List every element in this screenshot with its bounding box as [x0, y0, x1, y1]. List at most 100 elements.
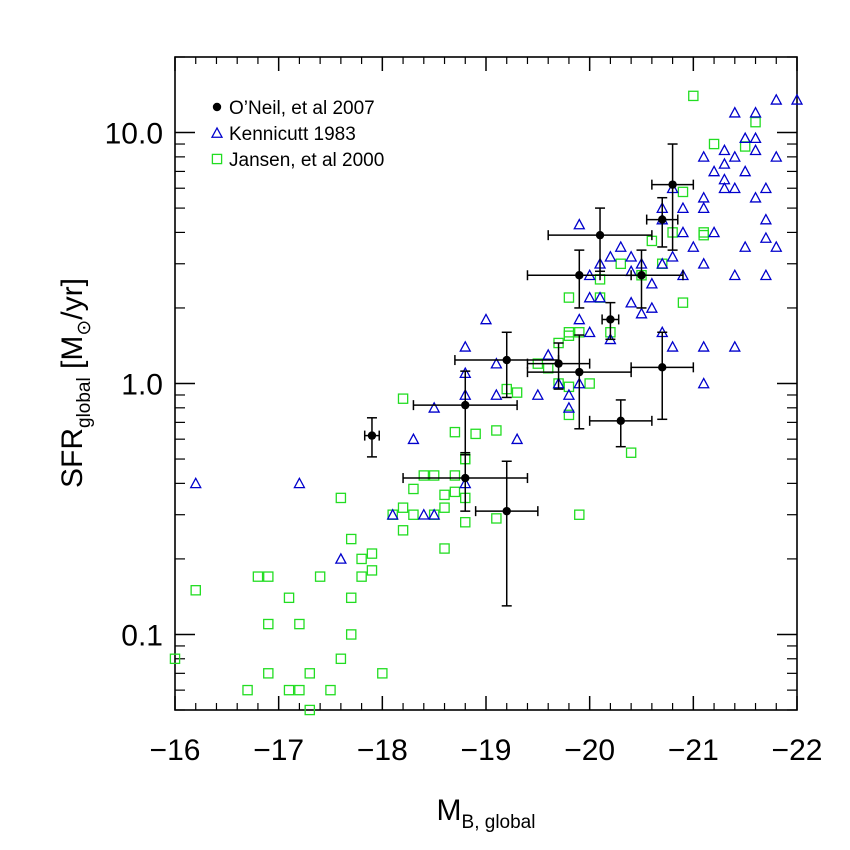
jansen-point	[263, 668, 274, 679]
oneil-point	[367, 431, 377, 440]
jansen-point	[511, 387, 523, 398]
kennicutt-point	[593, 291, 607, 303]
y-axis-title-unit-open: [M	[56, 336, 89, 378]
jansen-point	[449, 486, 461, 498]
oneil-point	[658, 215, 667, 224]
oneil-point-group	[645, 196, 679, 248]
jansen-point	[345, 629, 357, 640]
kennicutt-point	[625, 296, 638, 308]
kennicutt-point	[739, 165, 752, 177]
x-tick-label: −22	[772, 734, 823, 767]
jansen-point	[563, 330, 575, 341]
x-tick-label: −16	[150, 734, 201, 767]
kennicutt-point	[666, 340, 679, 352]
kennicutt-point	[386, 508, 399, 520]
kennicutt-point	[707, 226, 721, 238]
jansen-point	[615, 258, 627, 270]
oneil-point	[595, 230, 605, 240]
kennicutt-point	[573, 313, 586, 325]
oneil-point	[575, 271, 584, 280]
kennicutt-point	[428, 401, 441, 413]
jansen-point	[397, 393, 409, 404]
jansen-point	[283, 592, 295, 604]
kennicutt-point	[635, 307, 648, 319]
jansen-point	[356, 553, 367, 565]
jansen-point	[739, 141, 751, 152]
kennicutt-point	[697, 150, 710, 162]
kennicutt-point	[759, 231, 772, 243]
kennicutt-point	[718, 157, 731, 169]
oneil-point	[502, 355, 511, 365]
jansen-point	[304, 668, 316, 679]
kennicutt-point	[749, 131, 762, 144]
jansen-point	[688, 90, 699, 102]
jansen-point	[563, 381, 575, 393]
kennicutt-point	[697, 201, 710, 213]
jansen-point	[449, 470, 461, 481]
kennicutt-point	[749, 143, 762, 156]
jansen-point	[345, 533, 357, 545]
kennicutt-point	[739, 240, 752, 252]
oneil-point-group	[526, 334, 632, 430]
kennicutt-point	[697, 191, 710, 203]
kennicutt-point	[707, 165, 721, 177]
jansen-point	[439, 489, 450, 501]
jansen-point	[366, 548, 378, 559]
kennicutt-point	[531, 388, 544, 400]
oneil-point-group	[601, 301, 620, 341]
jansen-point	[625, 447, 637, 458]
kennicutt-point	[770, 240, 783, 252]
kennicutt-point	[749, 191, 762, 203]
oneil-point	[575, 367, 584, 377]
jansen-point	[294, 684, 305, 696]
jansen-point	[439, 543, 450, 554]
jansen-point	[325, 684, 336, 696]
kennicutt-point	[718, 143, 731, 156]
jansen-point	[584, 378, 595, 389]
kennicutt-point	[718, 173, 731, 185]
jansen-point	[677, 186, 689, 198]
oneil-point	[554, 359, 563, 368]
y-tick-label: 10.0	[105, 118, 163, 151]
jansen-point	[242, 684, 253, 696]
jansen-point	[574, 509, 585, 520]
kennicutt-point	[718, 181, 731, 194]
legend-marker-kennicutt	[210, 126, 224, 138]
jansen-point	[377, 668, 388, 679]
x-tick-label: −18	[357, 734, 408, 767]
kennicutt-point	[728, 106, 741, 118]
oneil-point	[668, 180, 677, 189]
y-axis-title-main: SFR	[56, 428, 89, 488]
kennicutt-point	[645, 301, 658, 313]
jansen-point	[698, 229, 709, 241]
oneil-point-group	[454, 331, 560, 399]
kennicutt-point	[583, 325, 596, 338]
oneil-point	[606, 315, 615, 324]
x-tick-label: −19	[461, 734, 512, 767]
kennicutt-point	[759, 268, 772, 281]
x-axis-title-main: M	[437, 794, 462, 827]
kennicutt-point	[759, 181, 772, 194]
jansen-point	[345, 592, 357, 604]
jansen-point	[366, 565, 378, 576]
jansen-point	[708, 138, 720, 150]
oneil-point	[461, 473, 470, 483]
jansen-point	[190, 585, 201, 596]
kennicutt-point	[490, 357, 503, 369]
kennicutt-point	[687, 240, 700, 252]
jansen-point	[335, 492, 347, 504]
kennicutt-point	[614, 240, 627, 252]
jansen-point	[563, 327, 575, 338]
jansen-point	[439, 502, 450, 513]
jansen-point	[283, 684, 295, 696]
jansen-point	[563, 292, 575, 303]
kennicutt-point	[573, 218, 586, 230]
kennicutt-point	[666, 250, 679, 262]
kennicutt-point	[728, 340, 741, 352]
oneil-point-group	[547, 207, 653, 273]
kennicutt-point	[189, 476, 202, 489]
kennicutt-point	[728, 150, 741, 162]
jansen-point	[304, 704, 316, 716]
legend-label: O’Neil, et al 2007	[229, 98, 375, 119]
jansen-point	[408, 509, 419, 520]
